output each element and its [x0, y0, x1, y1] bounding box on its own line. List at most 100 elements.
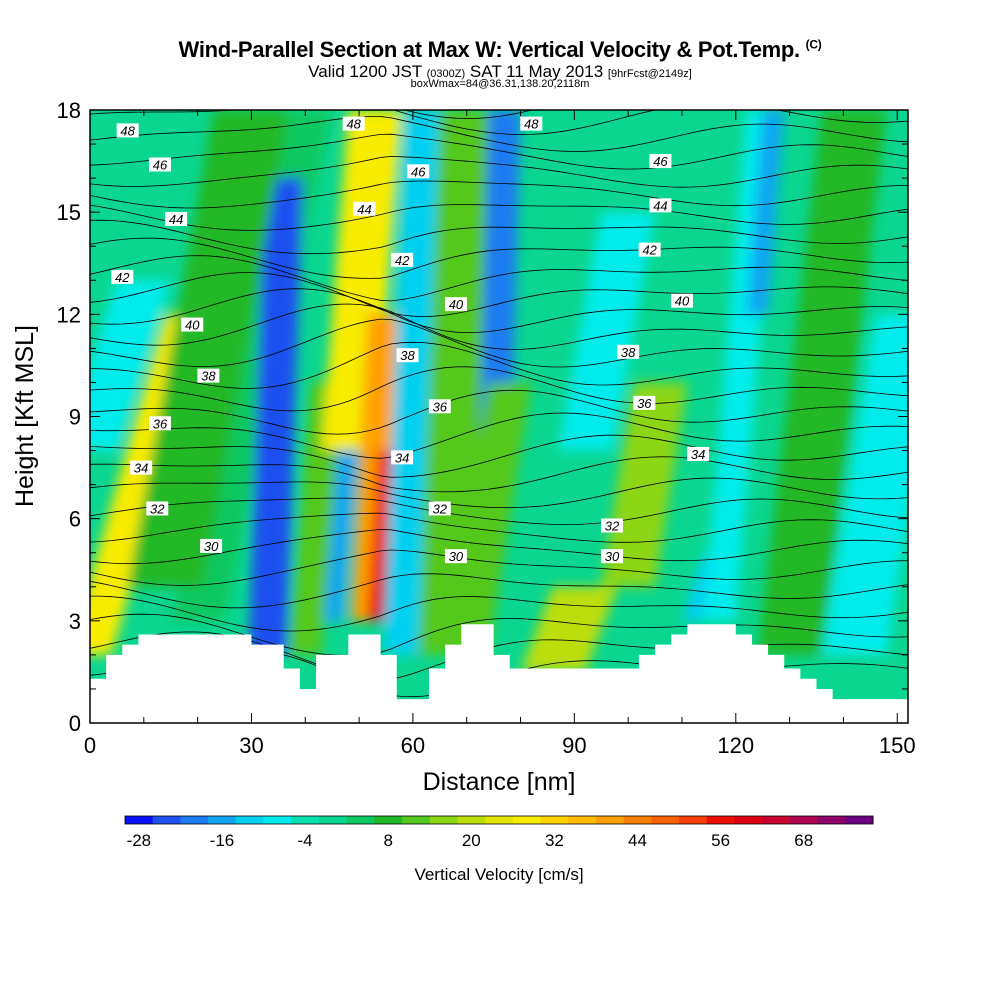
- svg-text:48: 48: [346, 117, 361, 132]
- svg-text:46: 46: [653, 154, 668, 169]
- colorbar-swatch: [208, 816, 237, 824]
- colorbar: -28 -16 -4 8 20 32 44 56 68: [124, 815, 874, 850]
- potential-temperature-contours: [90, 110, 908, 698]
- contour-label: 44: [165, 211, 188, 227]
- theta-contour-24: [90, 180, 908, 209]
- svg-text:40: 40: [185, 318, 200, 333]
- velocity-plume-3: [127, 110, 290, 587]
- theta-contour-23: [90, 204, 908, 231]
- contour-label: 46: [407, 164, 430, 179]
- contour-label: 36: [428, 399, 451, 414]
- chart-title: Wind-Parallel Section at Max W: Vertical…: [178, 37, 822, 62]
- theta-contour-15: [90, 341, 908, 389]
- colorbar-swatch: [817, 816, 846, 824]
- svg-text:38: 38: [400, 348, 415, 363]
- theta-contour-2: [90, 613, 908, 656]
- x-tick-label: 0: [84, 733, 96, 758]
- contour-label: 32: [601, 518, 624, 533]
- contour-label: 44: [353, 201, 376, 217]
- x-tick-label: 120: [717, 733, 754, 758]
- contour-label: 46: [649, 154, 672, 169]
- contour-label: 34: [130, 460, 153, 476]
- contour-label: 40: [444, 297, 467, 312]
- theta-contour-5: [90, 549, 908, 586]
- colorbar-tick-label: 56: [711, 831, 730, 850]
- svg-text:42: 42: [115, 270, 130, 285]
- y-tick-label: 9: [69, 405, 81, 430]
- velocity-plume-2: [248, 178, 303, 655]
- contour-label: 30: [200, 538, 223, 554]
- contour-label: 48: [116, 123, 139, 138]
- contour-label: 48: [342, 116, 365, 132]
- svg-text:46: 46: [153, 157, 168, 172]
- contour-label: 36: [633, 395, 656, 411]
- theta-contour-4: [90, 573, 908, 609]
- velocity-plume-20: [821, 314, 908, 655]
- contour-label: 32: [146, 501, 169, 516]
- colorbar-swatch: [845, 816, 874, 824]
- svg-text:48: 48: [524, 117, 539, 132]
- y-tick-label: 18: [57, 98, 81, 123]
- theta-contour-25: [90, 155, 908, 188]
- contour-label: 36: [148, 416, 171, 431]
- colorbar-swatch: [457, 816, 486, 824]
- colorbar-swatch: [180, 816, 209, 824]
- theta-contour-26: [90, 133, 908, 170]
- svg-text:48: 48: [120, 123, 135, 138]
- x-tick-label: 30: [239, 733, 263, 758]
- velocity-plume-21: [90, 280, 171, 451]
- contour-labels: 48 46 44 42 40 38 36 34 32 30 48 46 44 42 40 38 36 34 32 30…: [111, 116, 710, 564]
- svg-text:32: 32: [150, 501, 165, 516]
- x-tick-label: 150: [879, 733, 916, 758]
- colorbar-swatch: [762, 816, 791, 824]
- contour-label: 44: [649, 198, 672, 213]
- svg-text:34: 34: [134, 461, 148, 476]
- contour-label: 38: [197, 368, 220, 384]
- theta-contour-9: [90, 477, 908, 509]
- contour-label: 38: [617, 344, 640, 360]
- velocity-plume-18: [746, 110, 785, 315]
- theta-contour-27: [90, 116, 908, 152]
- colorbar-swatch: [263, 816, 292, 824]
- colorbar-tick-label: -28: [127, 831, 152, 850]
- theta-contour-3: [90, 595, 908, 632]
- vertical-velocity-field: [90, 110, 908, 723]
- y-tick-label: 0: [69, 711, 81, 736]
- x-axis-label: Distance [nm]: [423, 768, 576, 796]
- contour-label: 30: [444, 549, 467, 564]
- theta-contour-16: [90, 318, 908, 368]
- y-tick-label: 3: [69, 609, 81, 634]
- svg-text:40: 40: [675, 294, 690, 309]
- svg-text:34: 34: [395, 450, 409, 465]
- svg-text:38: 38: [201, 369, 216, 384]
- colorbar-swatch: [706, 816, 735, 824]
- svg-text:38: 38: [621, 345, 636, 360]
- colorbar-swatch: [734, 816, 763, 824]
- contour-label: 40: [181, 317, 204, 333]
- velocity-plume-5: [289, 382, 343, 655]
- theta-contour-29: [402, 110, 534, 119]
- theta-contour-7: [90, 512, 908, 543]
- chart-subtitle: Valid 1200 JST (0300Z) SAT 11 May 2013 […: [308, 62, 692, 81]
- contour-label: 38: [396, 348, 419, 363]
- colorbar-swatch: [402, 816, 431, 824]
- svg-text:42: 42: [395, 253, 410, 268]
- colorbar-tick-label: 44: [628, 831, 647, 850]
- theta-contour-8: [90, 497, 908, 526]
- velocity-plume-19: [757, 110, 887, 655]
- contour-label: 42: [638, 242, 661, 258]
- contour-label: 42: [111, 269, 134, 285]
- colorbar-swatch: [291, 816, 320, 824]
- theta-contour-20: [90, 255, 908, 302]
- contour-label: 34: [391, 450, 414, 465]
- colorbar-swatch: [512, 816, 542, 824]
- velocity-plume-15: [601, 382, 688, 587]
- theta-contour-13: [90, 389, 908, 435]
- colorbar-swatch: [152, 816, 181, 824]
- svg-text:34: 34: [691, 447, 705, 462]
- theta-contour-6: [90, 528, 908, 565]
- svg-text:44: 44: [357, 202, 371, 217]
- theta-contour-11: [90, 434, 908, 478]
- colorbar-label: Vertical Velocity [cm/s]: [414, 865, 583, 884]
